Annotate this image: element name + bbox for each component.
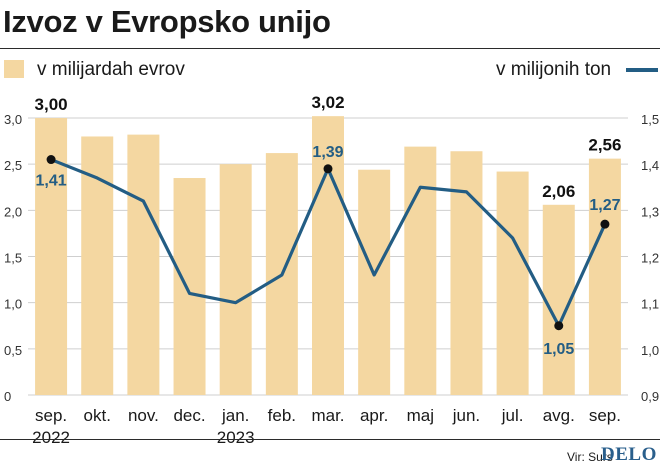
bar-value-label: 3,00 [35,95,68,114]
x-tick-label: avg. [543,406,575,425]
bar [404,146,437,395]
line-marker [554,321,564,331]
line-value-label: 1,41 [36,173,67,190]
bar [127,134,160,395]
chart-title: Izvoz v Evropsko unijo [3,4,331,39]
y-right-tick-label: 1,4 [641,158,659,173]
y-left-tick-label: 2,0 [4,204,22,219]
x-tick-label: jun. [452,406,480,425]
legend-bars-label: v milijardah evrov [37,59,185,80]
line-marker [46,155,56,165]
delo-logo: DELO [601,444,657,465]
bar [496,171,529,395]
x-tick-label: dec. [173,406,205,425]
y-left-tick-label: 0 [4,389,11,404]
y-right-tick-label: 1,3 [641,204,659,219]
line-marker [323,164,333,174]
legend-line-label: v milijonih ton [496,59,612,80]
bottom-rule [0,439,660,440]
line-marker [600,219,610,229]
bar [450,151,483,395]
x-tick-label: sep. [35,406,67,425]
bar-value-label: 3,02 [311,93,344,112]
x-tick-label: 2022 [32,428,70,447]
bar [219,164,252,395]
legend-line-swatch [626,68,658,72]
x-tick-label: okt. [84,406,111,425]
y-right-tick-label: 0,9 [641,389,659,404]
x-tick-label: apr. [360,406,388,425]
x-tick-label: nov. [128,406,159,425]
x-tick-label: sep. [589,406,621,425]
y-left-tick-label: 1,0 [4,297,22,312]
bar [312,116,344,396]
source-note: Vir: Surs [567,450,613,464]
bar [588,158,621,395]
bar [358,169,391,395]
bar [173,178,206,395]
line-value-label: 1,05 [543,341,574,358]
y-right-tick-label: 1,1 [641,297,659,312]
y-left-tick-label: 3,0 [4,112,22,127]
y-right-tick-label: 1,2 [641,251,659,266]
x-tick-label: jul. [501,406,524,425]
bar-value-label: 2,06 [542,182,575,201]
y-right-tick-label: 1,0 [641,343,659,358]
y-left-tick-label: 1,5 [4,251,22,266]
y-left-tick-label: 2,5 [4,158,22,173]
legend-bars-swatch [4,60,24,78]
bar-value-label: 2,56 [588,136,621,155]
x-tick-label: feb. [268,406,296,425]
x-tick-label: 2023 [217,428,255,447]
line-value-label: 1,39 [312,144,343,161]
line-value-label: 1,27 [589,197,620,214]
top-rule [0,48,660,49]
x-tick-label: jan. [221,406,249,425]
y-right-tick-label: 1,5 [641,112,659,127]
x-tick-label: mar. [311,406,344,425]
x-tick-label: maj [407,406,434,425]
y-left-tick-label: 0,5 [4,343,22,358]
